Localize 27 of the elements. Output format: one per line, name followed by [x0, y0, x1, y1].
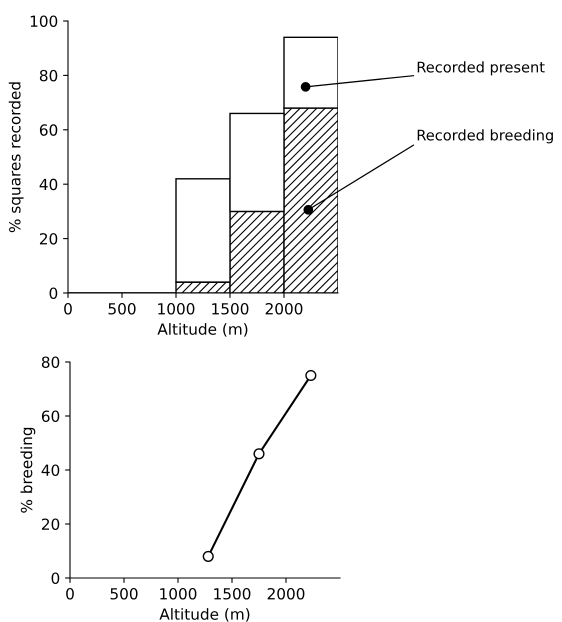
y-tick-label: 0 [52, 572, 60, 584]
text: Recorded present [418, 61, 545, 76]
y-tick-label: 0 [50, 287, 58, 300]
y-tick-label: 100 [30, 15, 58, 28]
x-tick-label: 500 [110, 588, 138, 600]
x-tick-label: 1500 [214, 588, 250, 600]
y-tick-label: 80 [42, 356, 60, 368]
y-tick-label: 20 [42, 518, 60, 530]
x-tick-label: 2000 [266, 302, 302, 315]
x-tick-label: 0 [64, 302, 72, 315]
x-axis-title: Altitude (m) [157, 323, 248, 337]
y-tick-label: 80 [40, 70, 58, 82]
x-tick-label: 1000 [158, 302, 194, 315]
x-axis-title: Altitude (m) [159, 608, 250, 622]
x-tick-label: 0 [66, 588, 74, 600]
x-tick-label: 1000 [160, 588, 196, 600]
y-axis-title: % squares recorded [8, 82, 24, 232]
text: Recorded breeding [418, 129, 553, 144]
y-axis-title: % breeding [20, 428, 36, 513]
x-tick-label: 500 [108, 302, 136, 315]
y-tick-label: 20 [40, 233, 58, 245]
x-tick-label: 1500 [212, 302, 248, 315]
x-tick-label: 2000 [268, 588, 304, 600]
y-tick-label: 60 [42, 410, 60, 422]
y-tick-label: 60 [40, 124, 58, 136]
y-tick-label: 40 [42, 464, 60, 476]
y-tick-label: 40 [40, 178, 58, 190]
